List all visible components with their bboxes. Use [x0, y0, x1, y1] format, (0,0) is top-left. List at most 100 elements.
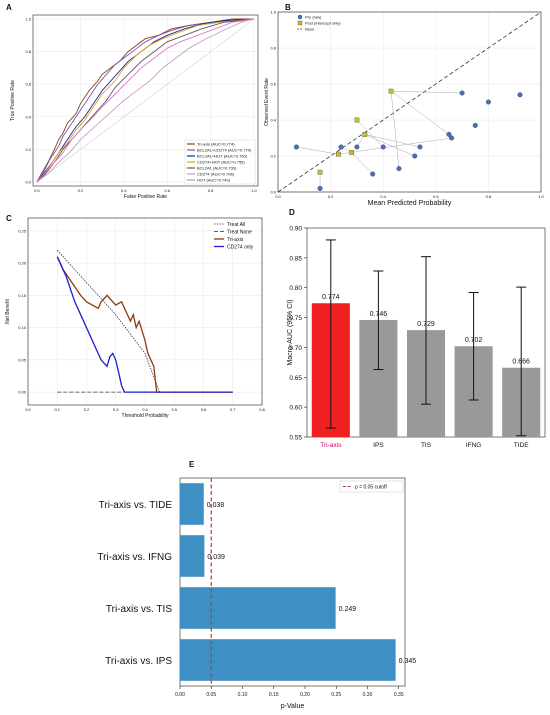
panel-c: 0.0 0.1 0.2 0.3 0.4 0.5 0.6 0.7 0.8 0.00 0.05 0.10 0…	[5, 217, 266, 419]
value-label: 0.666	[512, 359, 530, 366]
value-label: 0.249	[339, 606, 357, 613]
calibration-link	[296, 146, 339, 155]
x-tick-label: 0.25	[331, 692, 341, 698]
y-tick-label: 0.00	[18, 390, 27, 395]
x-axis-label: Mean Predicted Probability	[368, 200, 452, 207]
category-label: Tri-axis	[320, 442, 342, 449]
y-tick-label: 0.4	[270, 118, 276, 123]
bar	[180, 535, 205, 577]
x-tick-label: 0.5	[171, 407, 177, 412]
y-tick-label: 0.8	[270, 46, 276, 51]
panel-b: 0.0 0.2 0.4 0.6 0.8 1.0 0.0 0.2 0.4 0.6 0.8 1.0 Mean…	[264, 10, 545, 208]
pre-point	[370, 171, 376, 177]
calibration-link	[338, 137, 452, 155]
roc-curve	[36, 18, 255, 183]
category-label: TIS	[421, 442, 432, 449]
y-tick-label: 0.80	[289, 285, 302, 292]
y-tick-label: 0.70	[289, 345, 302, 352]
y-tick-label: 0.75	[289, 315, 302, 322]
panel-letter: E	[189, 460, 195, 469]
post-point	[336, 151, 341, 157]
x-tick-label: 0.6	[201, 407, 207, 412]
x-tick-label: 0.00	[175, 692, 185, 698]
x-tick-label: 0.3	[113, 407, 119, 412]
net-benefit-curve	[56, 256, 233, 393]
calibration-link	[391, 90, 463, 94]
y-tick-label: 0.2	[25, 147, 31, 152]
x-axis-label: p-Value	[281, 703, 305, 710]
legend-box	[339, 480, 404, 493]
calibration-link	[364, 134, 421, 148]
legend-label: BCL2A1+HOT (AUC=0.760)	[197, 154, 248, 159]
x-tick-label: 0.15	[269, 692, 279, 698]
net-benefit-curve	[56, 256, 233, 393]
post-point	[362, 131, 368, 137]
calibration-link	[390, 90, 450, 135]
panel-letter: D	[289, 208, 295, 217]
y-tick-label: 0.10	[18, 325, 27, 330]
legend-swatch	[297, 20, 303, 26]
x-tick-label: 0.0	[34, 188, 40, 193]
y-tick-label: 0.20	[18, 261, 27, 266]
legend-label: CD274 only	[227, 244, 254, 250]
pre-point	[472, 122, 478, 128]
panel-letter: A	[6, 3, 12, 12]
pre-point	[517, 92, 523, 98]
calibration-link	[390, 91, 400, 169]
chance-line	[36, 18, 255, 183]
pre-point	[338, 144, 344, 150]
legend-label: Post (intercept only)	[305, 21, 341, 26]
legend-label: HOT (AUC=0.749)	[197, 178, 231, 183]
roc-curve	[36, 18, 255, 183]
legend-label: CD274+HOT (AUC=0.755)	[197, 160, 245, 165]
x-tick-label: 0.6	[164, 188, 170, 193]
pre-point	[485, 99, 491, 105]
legend-label: BCL2A1 (AUC=0.739)	[197, 166, 237, 171]
calibration-link	[356, 119, 384, 148]
y-tick-label: 0.05	[18, 357, 27, 362]
panel-e: 0.00 0.05 0.10 0.15 0.20 0.25 0.30 0.35 0.038 Tri…	[97, 477, 416, 710]
x-tick-label: 0.4	[121, 188, 127, 193]
plot-frame	[277, 11, 542, 193]
y-tick-label: 0.0	[25, 180, 31, 185]
legend-label: Tri-axis (AUC=0.774)	[197, 142, 235, 147]
x-tick-label: 0.20	[300, 692, 310, 698]
category-label: TIDE	[514, 442, 529, 449]
legend-label: Ideal	[305, 27, 314, 32]
x-tick-label: 0.4	[380, 194, 386, 199]
net-benefit-curve	[57, 249, 160, 393]
calibration-link	[351, 152, 373, 175]
y-tick-label: 0.25	[18, 228, 27, 233]
bar	[180, 483, 204, 525]
legend-label: Pre (raw)	[305, 15, 322, 20]
x-tick-label: 0.30	[363, 692, 373, 698]
legend-box	[184, 139, 256, 185]
value-label: 0.729	[417, 321, 435, 328]
x-tick-label: 0.10	[238, 692, 248, 698]
legend-label: CD274 (AUC=0.706)	[197, 172, 235, 177]
y-tick-label: 0.55	[289, 435, 302, 442]
value-label: 0.039	[207, 554, 225, 561]
x-tick-label: 0.1	[54, 407, 60, 412]
ideal-line	[277, 11, 542, 193]
legend-label: BCL2A1+CD274 (AUC=0.770)	[197, 148, 252, 153]
legend-label: Treat None	[227, 229, 252, 235]
plot-frame	[27, 217, 263, 406]
y-tick-label: 0.15	[18, 293, 27, 298]
y-axis-label: True Positive Rate	[10, 80, 16, 121]
y-axis-label: Observed Event Rate	[264, 78, 270, 126]
post-point	[354, 117, 360, 123]
y-tick-label: 0.90	[289, 226, 302, 233]
pre-point	[412, 153, 418, 159]
x-tick-label: 0.2	[328, 194, 334, 199]
post-point	[388, 88, 394, 94]
calibration-link	[364, 134, 415, 157]
value-label: 0.746	[370, 311, 388, 318]
plot-frame	[179, 477, 406, 687]
y-tick-label: 0.60	[289, 405, 302, 412]
value-label: 0.774	[322, 294, 340, 301]
roc-curve	[36, 18, 254, 183]
y-axis-label: Net Benefit	[5, 299, 11, 324]
y-tick-label: 0.65	[289, 375, 302, 382]
y-tick-label: 0.6	[25, 82, 31, 87]
